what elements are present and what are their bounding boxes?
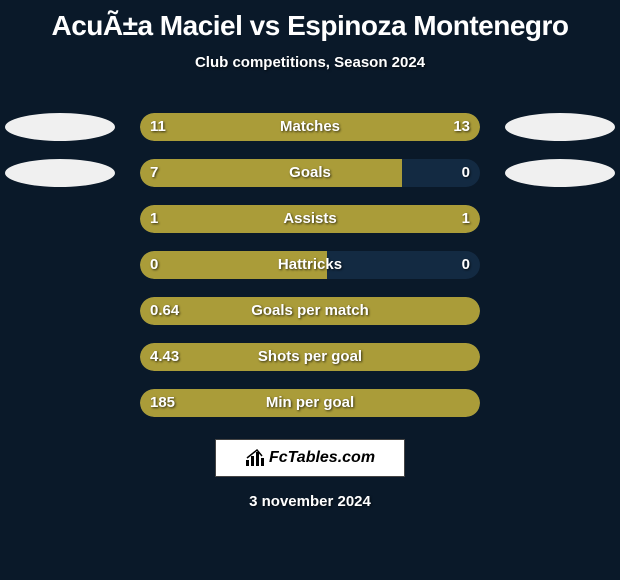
stat-bar-track: 1Assists1 xyxy=(140,205,480,233)
stat-row: 0Hattricks0 xyxy=(0,251,620,279)
stat-row: 7Goals0 xyxy=(0,159,620,187)
stat-value-right: 0 xyxy=(462,251,470,279)
branding-badge: FcTables.com xyxy=(215,439,405,477)
stat-label: Matches xyxy=(140,113,480,141)
stat-row: 1Assists1 xyxy=(0,205,620,233)
stat-bar-track: 7Goals0 xyxy=(140,159,480,187)
stat-row: 4.43Shots per goal xyxy=(0,343,620,371)
stat-label: Goals per match xyxy=(140,297,480,325)
stat-value-right: 0 xyxy=(462,159,470,187)
stat-row: 11Matches13 xyxy=(0,113,620,141)
stat-bar-track: 4.43Shots per goal xyxy=(140,343,480,371)
stat-bar-track: 185Min per goal xyxy=(140,389,480,417)
player-badge-left xyxy=(5,113,115,141)
page-title: AcuÃ±a Maciel vs Espinoza Montenegro xyxy=(0,0,620,42)
stats-container: 11Matches137Goals01Assists10Hattricks00.… xyxy=(0,113,620,417)
stat-value-right: 13 xyxy=(453,113,470,141)
stat-label: Assists xyxy=(140,205,480,233)
stat-bar-track: 11Matches13 xyxy=(140,113,480,141)
stat-label: Shots per goal xyxy=(140,343,480,371)
stat-row: 0.64Goals per match xyxy=(0,297,620,325)
branding-text: FcTables.com xyxy=(269,449,375,467)
stat-label: Min per goal xyxy=(140,389,480,417)
stat-bar-track: 0.64Goals per match xyxy=(140,297,480,325)
chart-icon xyxy=(245,449,267,467)
stat-value-right: 1 xyxy=(462,205,470,233)
subtitle: Club competitions, Season 2024 xyxy=(0,54,620,71)
date-text: 3 november 2024 xyxy=(0,493,620,510)
stat-label: Goals xyxy=(140,159,480,187)
stat-bar-track: 0Hattricks0 xyxy=(140,251,480,279)
player-badge-right xyxy=(505,159,615,187)
player-badge-right xyxy=(505,113,615,141)
player-badge-left xyxy=(5,159,115,187)
stat-label: Hattricks xyxy=(140,251,480,279)
stat-row: 185Min per goal xyxy=(0,389,620,417)
